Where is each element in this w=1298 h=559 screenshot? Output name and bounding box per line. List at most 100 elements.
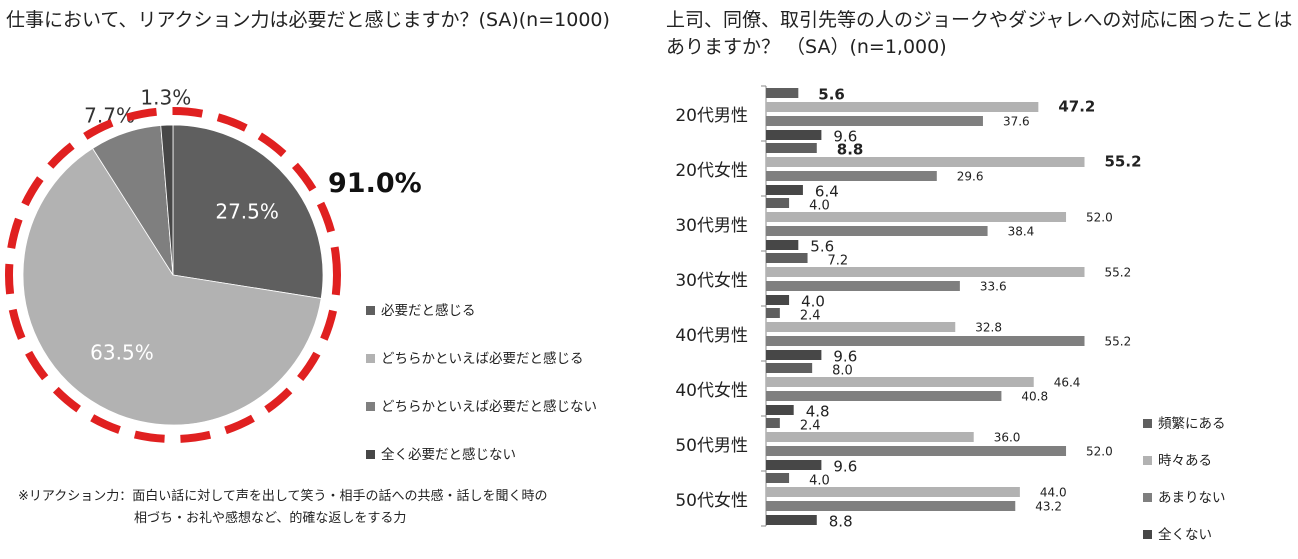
pie-slice-label: 27.5%: [215, 200, 279, 224]
bar-value-label: 40.8: [1021, 390, 1048, 404]
legend-swatch: [366, 450, 375, 459]
bar-chart-title-line1: 上司、同僚、取引先等の人のジョークやダジャレへの対応に困ったことは: [666, 9, 1293, 31]
bar-0: [766, 88, 799, 98]
bar-1: [766, 102, 1039, 112]
pie-legend-label: 全く必要だと感じない: [381, 447, 516, 463]
bar-0: [766, 418, 780, 428]
bar-value-label: 36.0: [994, 431, 1021, 445]
bar-value-label: 4.0: [801, 293, 825, 311]
category-label: 20代男性: [675, 106, 748, 126]
category-label: 40代女性: [675, 381, 748, 401]
bar-2: [766, 116, 983, 126]
bar-0: [766, 253, 808, 263]
bar-value-label: 55.2: [1105, 335, 1132, 349]
pie-slice: [22, 147, 322, 426]
bar-value-label: 52.0: [1086, 211, 1113, 225]
bar-value-label: 43.2: [1035, 500, 1062, 514]
pie-legend-item: どちらかといえば必要だと感じる: [366, 347, 584, 367]
bar-legend-label: 全くない: [1158, 527, 1212, 543]
bar-2: [766, 171, 937, 181]
bar-value-label: 32.8: [975, 321, 1002, 335]
bar-value-label: 29.6: [957, 170, 984, 184]
bar-1: [766, 212, 1067, 222]
legend-swatch: [1143, 456, 1152, 465]
bar-value-label: 6.4: [815, 183, 839, 201]
bar-0: [766, 308, 780, 318]
bar-value-label: 55.2: [1105, 153, 1142, 171]
bar-value-label: 38.4: [1008, 225, 1035, 239]
bar-value-label: 5.6: [810, 238, 834, 256]
bar-3: [766, 295, 790, 305]
definition-note-line1: ※リアクション力：面白い話に対して声を出して笑う・相手の話への共感・話しを聞く時…: [18, 489, 548, 504]
pie-slice-label: 1.3%: [140, 86, 191, 110]
bar-3: [766, 240, 799, 250]
bar-value-label: 47.2: [1058, 98, 1095, 116]
bar-value-label: 44.0: [1040, 486, 1067, 500]
bar-1: [766, 432, 974, 442]
bar-3: [766, 515, 817, 525]
pie-slice-label: 63.5%: [90, 341, 154, 365]
pie-legend-item: どちらかといえば必要だと感じない: [366, 395, 597, 415]
bar-value-label: 33.6: [980, 280, 1007, 294]
bar-0: [766, 473, 790, 483]
category-label: 30代男性: [675, 216, 748, 236]
bar-1: [766, 157, 1085, 167]
pie-legend-item: 全く必要だと感じない: [366, 443, 516, 463]
bar-legend-label: 頻繁にある: [1158, 416, 1226, 432]
bar-value-label: 8.0: [832, 364, 853, 379]
bar-legend-label: あまりない: [1158, 490, 1226, 506]
bar-1: [766, 322, 956, 332]
bar-value-label: 46.4: [1054, 376, 1081, 390]
bar-value-label: 7.2: [828, 254, 849, 269]
bar-0: [766, 363, 813, 373]
bar-legend-label: 時々ある: [1158, 453, 1212, 469]
bar-2: [766, 501, 1016, 511]
legend-swatch: [366, 306, 375, 315]
bar-2: [766, 391, 1002, 401]
category-label: 20代女性: [675, 161, 748, 181]
category-label: 30代女性: [675, 271, 748, 291]
bar-value-label: 9.6: [833, 128, 857, 146]
pie-legend-item: 必要だと感じる: [366, 299, 476, 319]
bar-3: [766, 405, 794, 415]
category-label: 50代女性: [675, 491, 748, 511]
bar-legend-item: 全くない: [1143, 523, 1212, 543]
bar-chart-title-line2: ありますか？ （SA）(n=1,000): [666, 36, 947, 58]
pie-chart-panel: 仕事において、リアクション力は必要だと感じますか？(SA)(n=1000) 27…: [5, 9, 610, 526]
bar-2: [766, 446, 1067, 456]
highlight-ring: [5, 107, 341, 443]
bar-value-label: 52.0: [1086, 445, 1113, 459]
pie-legend-label: どちらかといえば必要だと感じない: [381, 399, 597, 415]
category-label: 50代男性: [675, 436, 748, 456]
bar-value-label: 4.0: [809, 474, 830, 489]
bar-value-label: 8.8: [829, 513, 853, 531]
bar-value-label: 9.6: [833, 458, 857, 476]
bar-chart-panel: 上司、同僚、取引先等の人のジョークやダジャレへの対応に困ったことは ありますか？…: [650, 0, 1298, 559]
bar-value-label: 5.6: [818, 86, 845, 104]
bar-chart: 20代男性 5.6 47.2 37.6 9.6 20代女性 8.8 55.2 29.6 6.4 30…: [675, 85, 1142, 531]
bar-3: [766, 350, 822, 360]
pie-legend-label: 必要だと感じる: [381, 303, 476, 319]
definition-note-line2: 相づち・お礼や感想など、的確な返しをする力: [134, 511, 407, 526]
bar-legend-item: 時々ある: [1143, 449, 1212, 469]
bar-1: [766, 487, 1020, 497]
bar-2: [766, 281, 960, 291]
bar-0: [766, 143, 817, 153]
bar-value-label: 2.4: [800, 419, 821, 434]
bar-value-label: 2.4: [800, 309, 821, 324]
legend-swatch: [1143, 493, 1152, 502]
bar-value-label: 55.2: [1105, 266, 1132, 280]
bar-3: [766, 130, 822, 140]
bar-value-label: 4.8: [806, 403, 830, 421]
highlight-total-label: 91.0%: [328, 168, 422, 199]
bar-2: [766, 226, 988, 236]
category-label: 40代男性: [675, 326, 748, 346]
bar-3: [766, 185, 803, 195]
bar-2: [766, 336, 1085, 346]
bar-value-label: 37.6: [1003, 115, 1030, 129]
pie-legend-label: どちらかといえば必要だと感じる: [381, 351, 584, 367]
bar-value-label: 8.8: [837, 141, 864, 159]
bar-1: [766, 267, 1085, 277]
legend-swatch: [1143, 419, 1152, 428]
bar-3: [766, 460, 822, 470]
